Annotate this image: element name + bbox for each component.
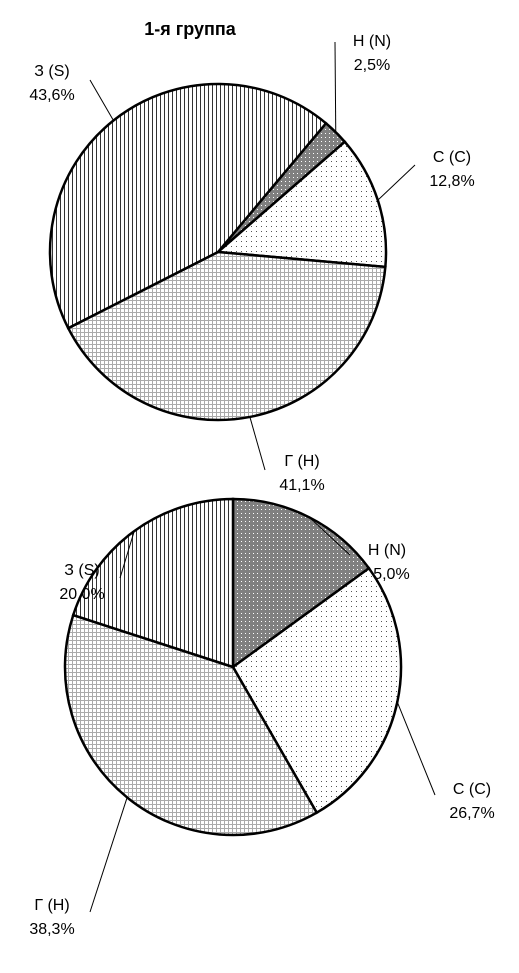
slice-value: 38,3% <box>29 921 74 938</box>
pie-slice <box>231 566 403 815</box>
slice-label: Г (Н) <box>284 453 319 470</box>
chart-title: 1-я группа <box>144 19 237 39</box>
leader-line <box>308 516 351 556</box>
slice-label: Н (N) <box>368 542 406 559</box>
slice-label: Н (N) <box>353 33 391 50</box>
slice-label: С (С) <box>433 149 471 166</box>
slice-value: 2,5% <box>354 57 390 74</box>
pie-slice <box>48 82 328 330</box>
leader-line <box>334 41 337 133</box>
leader-line <box>89 797 128 913</box>
slice-value: 12,8% <box>429 173 474 190</box>
slice-label: З (S) <box>34 63 69 80</box>
leader-line <box>396 701 436 796</box>
pie-slice <box>214 140 388 269</box>
slice-value: 20,0% <box>59 586 104 603</box>
pie-slice <box>71 497 235 669</box>
slice-value: 41,1% <box>279 477 324 494</box>
leader-line <box>249 416 266 471</box>
slice-label: З (S) <box>64 562 99 579</box>
leader-line <box>377 164 416 201</box>
slice-value: 43,6% <box>29 87 74 104</box>
leader-line <box>89 79 114 121</box>
pie-slice <box>66 250 387 422</box>
slice-value: 26,7% <box>449 805 494 822</box>
leader-line <box>119 530 135 579</box>
slice-label: Г (Н) <box>34 897 69 914</box>
slice-label: С (С) <box>453 781 491 798</box>
